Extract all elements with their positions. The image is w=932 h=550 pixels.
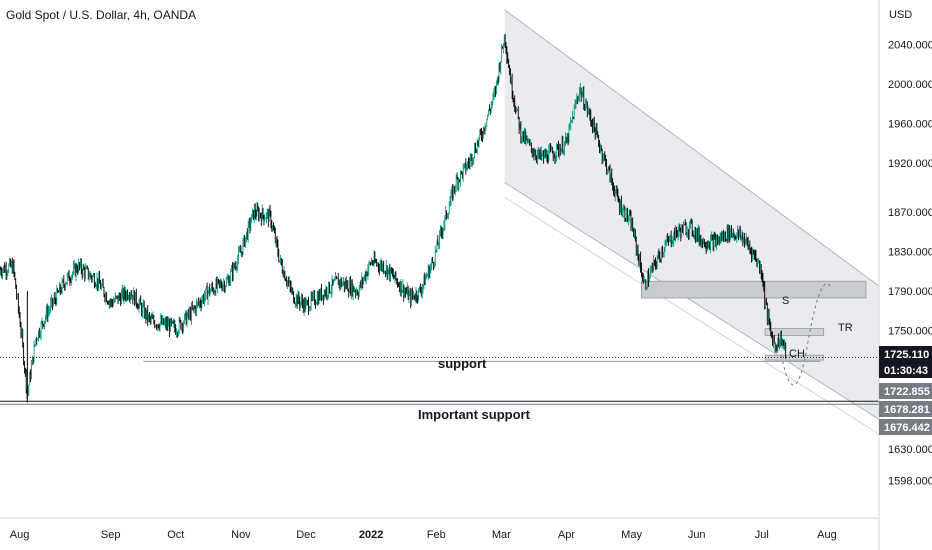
y-tick-label: 1790.000	[888, 286, 932, 298]
level-2-text: 1678.281	[884, 404, 930, 416]
channel-lower-2	[504, 196, 880, 435]
tr-label: TR	[838, 322, 853, 334]
resistance-zone	[640, 280, 867, 299]
projection-path	[780, 283, 831, 386]
y-tick-label: 1920.000	[888, 158, 932, 170]
important-support-label: Important support	[418, 407, 531, 422]
x-tick-label: Nov	[231, 529, 251, 541]
y-tick-label: 1630.000	[888, 444, 932, 456]
price-tags: 1725.110 01:30:43 1722.855 1678.281 1676…	[879, 346, 932, 435]
y-tick-label: 1598.000	[888, 476, 932, 488]
x-tick-label: Oct	[167, 529, 184, 541]
x-tick-label: Feb	[427, 529, 446, 541]
x-tick-label: May	[621, 529, 642, 541]
y-tick-label: 2000.000	[888, 79, 932, 91]
y-tick-label: 2040.000	[888, 39, 932, 51]
channel-lower	[504, 182, 880, 420]
y-tick-label: 1750.000	[888, 326, 932, 338]
y-tick-label: 1870.000	[888, 207, 932, 219]
tr-zone	[764, 328, 825, 336]
s-label: S	[782, 295, 789, 307]
chart-annotations: support Important support S TR CH	[418, 295, 853, 422]
x-tick-label: Apr	[558, 529, 575, 541]
x-tick-label: Mar	[492, 529, 511, 541]
level-2-tag	[879, 401, 932, 417]
level-3-text: 1676.442	[884, 422, 930, 434]
y-tick-label: 1960.000	[888, 118, 932, 130]
x-tick-label: Dec	[296, 529, 316, 541]
price-axis[interactable]: 2040.000 2000.000 1960.000 1920.000 1870.000…	[878, 0, 932, 550]
support-levels	[0, 356, 879, 405]
countdown-text: 01:30:43	[884, 365, 928, 377]
descending-channel	[504, 9, 880, 435]
y-tick-label: 1830.000	[888, 247, 932, 259]
current-price-text: 1725.110	[884, 349, 929, 361]
x-tick-label: Sep	[101, 529, 121, 541]
level-1-text: 1722.855	[884, 386, 930, 398]
support-label: support	[438, 356, 487, 371]
current-price-tag	[879, 346, 932, 362]
level-1-tag	[879, 383, 932, 399]
x-tick-label: Aug	[817, 529, 837, 541]
channel-fill	[504, 9, 879, 420]
countdown-tag	[879, 362, 932, 378]
x-tick-label: 2022	[359, 529, 383, 541]
x-tick-label: Aug	[10, 529, 30, 541]
channel-upper	[504, 9, 880, 287]
chart-title: Gold Spot / U.S. Dollar, 4h, OANDA	[6, 8, 197, 22]
ch-label: CH	[789, 348, 805, 360]
x-tick-label: Jul	[755, 529, 769, 541]
price-series	[0, 33, 787, 403]
currency-label: USD	[889, 9, 913, 21]
x-tick-label: Jun	[688, 529, 706, 541]
time-axis[interactable]: Aug Sep Oct Nov Dec 2022 Feb Mar Apr May Jun Jul Aug	[0, 517, 879, 541]
level-3-tag	[879, 419, 932, 435]
